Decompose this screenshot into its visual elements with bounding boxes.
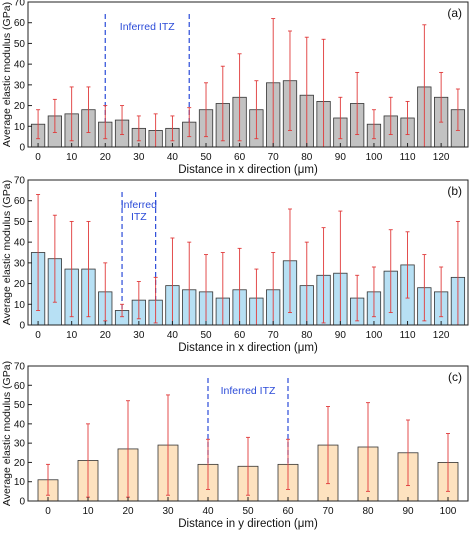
y-tick-label: 40 xyxy=(14,419,26,430)
y-tick-label: 40 xyxy=(14,238,26,249)
panel-label: (c) xyxy=(448,370,462,384)
y-tick-label: 0 xyxy=(19,497,25,508)
panel-c: Inferred ITZ 0 10 20 30 40 50 60 70 0 10 20 30 40 50 60… xyxy=(1,361,469,530)
x-tick-label: 60 xyxy=(234,330,246,341)
y-tick-label: 70 xyxy=(14,0,26,9)
x-tick-label: 90 xyxy=(335,152,347,163)
y-tick-label: 70 xyxy=(14,362,26,373)
x-tick-label: 40 xyxy=(167,152,179,163)
y-tick-label: 30 xyxy=(14,80,26,91)
itz-label-line: Inferred ITZ xyxy=(221,385,276,397)
itz-label: Inferred ITZ xyxy=(221,385,276,397)
panel-b: Inferred ITZ 0 10 20 30 40 50 60 70 0 10 20 30 40 50 60 7… xyxy=(1,176,469,354)
y-tick-label: 0 xyxy=(19,143,25,154)
x-tick-label: 100 xyxy=(366,330,383,341)
x-tick-label: 20 xyxy=(100,152,112,163)
y-tick-label: 70 xyxy=(14,176,26,187)
x-tick-label: 50 xyxy=(200,330,212,341)
y-tick-label: 40 xyxy=(14,60,26,71)
itz-label: Inferred ITZ xyxy=(121,199,157,223)
y-axis-label: Average elastic modulus (GPa) xyxy=(1,2,13,147)
x-tick-label: 100 xyxy=(440,506,457,517)
y-tick-label: 10 xyxy=(14,122,26,133)
y-tick-label: 30 xyxy=(14,258,26,269)
y-tick-label: 0 xyxy=(19,321,25,332)
x-tick-label: 90 xyxy=(402,506,414,517)
panel-label: (a) xyxy=(447,6,462,20)
y-tick-label: 60 xyxy=(14,381,26,392)
x-axis-label: Distance in x direction (μm) xyxy=(178,164,318,176)
x-tick-label: 60 xyxy=(234,152,246,163)
x-tick-label: 10 xyxy=(66,330,78,341)
y-axis-label: Average elastic modulus (GPa) xyxy=(1,180,13,325)
plot-frame xyxy=(27,179,469,326)
x-tick-label: 60 xyxy=(282,506,294,517)
itz-label: Inferred ITZ xyxy=(120,21,175,33)
x-tick-label: 10 xyxy=(82,506,94,517)
y-tick-label: 50 xyxy=(14,39,26,50)
y-tick-label: 20 xyxy=(14,279,26,290)
x-tick-label: 100 xyxy=(366,152,383,163)
y-axis-label: Average elastic modulus (GPa) xyxy=(1,361,13,506)
x-tick-label: 30 xyxy=(133,330,145,341)
x-tick-label: 70 xyxy=(322,506,334,517)
x-tick-label: 30 xyxy=(162,506,174,517)
x-tick-label: 110 xyxy=(400,330,416,341)
x-tick-label: 40 xyxy=(167,330,179,341)
panel-label: (b) xyxy=(447,184,462,198)
itz-label-line: Inferred ITZ xyxy=(120,21,175,33)
x-tick-label: 80 xyxy=(301,152,313,163)
x-tick-label: 80 xyxy=(301,330,313,341)
x-tick-label: 120 xyxy=(433,330,450,341)
y-tick-label: 10 xyxy=(14,477,26,488)
x-tick-label: 80 xyxy=(362,506,374,517)
x-tick-label: 70 xyxy=(268,330,280,341)
x-tick-label: 20 xyxy=(122,506,134,517)
plot-frame xyxy=(27,1,469,148)
y-tick-label: 30 xyxy=(14,439,26,450)
panel-a: Inferred ITZ 0 10 20 30 40 50 60 70 0 10 20 30 40 50 60… xyxy=(1,0,469,176)
x-tick-label: 50 xyxy=(242,506,254,517)
x-tick-label: 120 xyxy=(433,152,450,163)
y-tick-label: 50 xyxy=(14,400,26,411)
x-tick-label: 0 xyxy=(35,152,41,163)
itz-label-line: Inferred xyxy=(121,199,157,211)
x-axis-label: Distance in y direction (μm) xyxy=(178,518,318,530)
x-tick-label: 20 xyxy=(100,330,112,341)
x-tick-label: 110 xyxy=(400,152,416,163)
y-tick-label: 50 xyxy=(14,217,26,228)
x-tick-label: 40 xyxy=(202,506,214,517)
x-tick-label: 70 xyxy=(268,152,280,163)
x-axis-label: Distance in x direction (μm) xyxy=(178,342,318,354)
y-tick-label: 20 xyxy=(14,458,26,469)
x-tick-label: 0 xyxy=(35,330,41,341)
y-tick-label: 10 xyxy=(14,300,26,311)
itz-label-line: ITZ xyxy=(131,211,147,223)
x-tick-label: 0 xyxy=(45,506,51,517)
x-tick-label: 30 xyxy=(133,152,145,163)
x-tick-label: 10 xyxy=(66,152,78,163)
y-tick-label: 20 xyxy=(14,101,26,112)
y-tick-label: 60 xyxy=(14,196,26,207)
x-tick-label: 50 xyxy=(200,152,212,163)
x-tick-label: 90 xyxy=(335,330,347,341)
y-tick-label: 60 xyxy=(14,18,26,29)
